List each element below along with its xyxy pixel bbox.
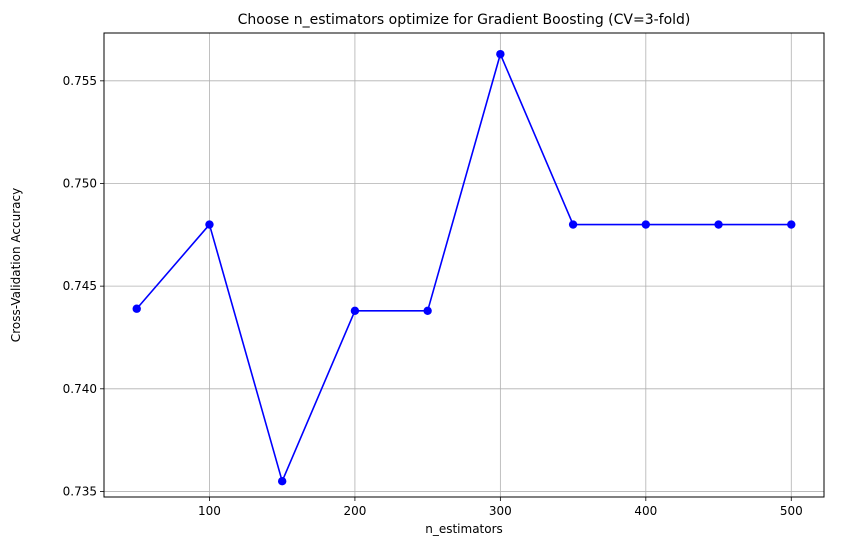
y-tick-label-2: 0.745 <box>63 279 97 293</box>
y-axis-label: Cross-Validation Accuracy <box>9 188 23 342</box>
data-point-4 <box>423 306 432 315</box>
y-tick-label-0: 0.735 <box>63 484 97 498</box>
data-point-5 <box>496 49 505 59</box>
data-point-6 <box>568 220 578 229</box>
y-tick-label-1: 0.740 <box>63 382 97 396</box>
data-point-1 <box>205 220 214 229</box>
data-point-0 <box>132 304 141 313</box>
y-tick-label-3: 0.750 <box>63 176 97 190</box>
data-point-2 <box>277 476 287 486</box>
data-point-7 <box>641 220 651 229</box>
x-axis-label: n_estimators <box>425 522 503 536</box>
data-point-8 <box>714 220 723 229</box>
y-tick-label-4: 0.755 <box>63 74 97 88</box>
series-line-0 <box>136 53 792 482</box>
x-tick-label-1: 200 <box>343 504 366 518</box>
x-tick-label-4: 500 <box>780 504 803 518</box>
x-tick-label-2: 300 <box>489 504 512 518</box>
chart-title: Choose n_estimators optimize for Gradien… <box>238 12 691 28</box>
data-point-9 <box>787 220 796 229</box>
ticks: 100 200 300 400 500 0.735 0.740 0.745 0.750 0.755 <box>63 74 803 518</box>
data-point-3 <box>350 306 360 315</box>
axes-frame <box>103 32 825 498</box>
x-tick-label-0: 100 <box>198 504 221 518</box>
x-tick-label-3: 400 <box>634 504 657 518</box>
series-group <box>132 49 796 486</box>
